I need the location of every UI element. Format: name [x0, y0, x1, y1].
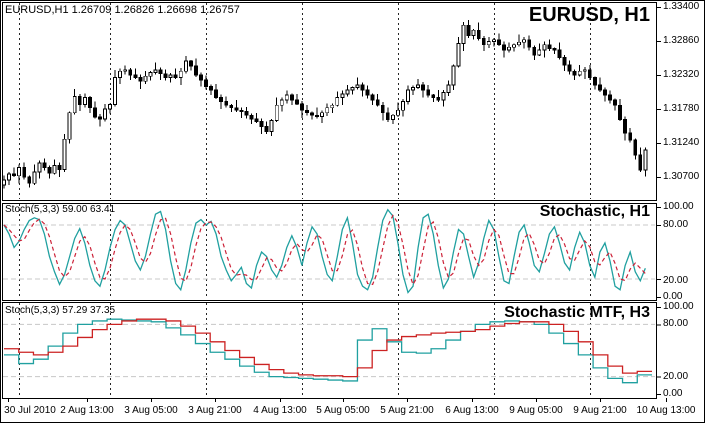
stoch-tick-label: 100.00 — [663, 201, 694, 212]
time-tick-label: 2 Aug 13:00 — [60, 405, 114, 416]
time-tick-label: 6 Aug 13:00 — [445, 405, 499, 416]
time-tick-label: 3 Aug 05:00 — [124, 405, 178, 416]
stoch-tick-label: 80.00 — [663, 219, 689, 230]
stoch-mtf-tick-label: 80.00 — [663, 318, 689, 329]
stoch-tick-label: 0.00 — [663, 291, 683, 302]
watermark-symbol-timeframe: EURUSD, H1 — [528, 4, 650, 26]
price-tick-label: 1.30700 — [663, 171, 700, 182]
ohlc-info-line: EURUSD,H1 1.26709 1.26826 1.26698 1.2675… — [5, 4, 240, 16]
stoch-mtf-tick-label: 100.00 — [663, 301, 694, 312]
time-tick-label: 30 Jul 2010 — [4, 405, 56, 416]
time-tick-label: 4 Aug 13:00 — [253, 405, 307, 416]
indicator-label-stoch-mtf: Stoch(5,3,3) 57.29 37.35 — [5, 305, 116, 316]
price-tick-label: 1.32320 — [663, 69, 700, 80]
indicator-label-stoch-h1: Stoch(5,3,3) 59.00 63.41 — [5, 204, 116, 215]
time-tick-label: 3 Aug 21:00 — [188, 405, 242, 416]
time-tick-label: 5 Aug 21:00 — [380, 405, 434, 416]
price-tick-label: 1.32860 — [663, 35, 700, 46]
watermark-stoch-h1: Stochastic, H1 — [539, 203, 650, 220]
time-tick-label: 9 Aug 21:00 — [573, 405, 627, 416]
stoch-mtf-tick-label: 20.00 — [663, 371, 689, 382]
time-tick-label: 9 Aug 05:00 — [509, 405, 563, 416]
price-tick-label: 1.31240 — [663, 137, 700, 148]
time-tick-label: 10 Aug 13:00 — [636, 405, 696, 416]
stoch-tick-label: 20.00 — [663, 275, 689, 286]
price-tick-label: 1.31780 — [663, 103, 700, 114]
time-tick-label: 5 Aug 05:00 — [316, 405, 370, 416]
stoch-mtf-tick-label: 0.00 — [663, 388, 683, 399]
price-tick-label: 1.33400 — [663, 1, 700, 12]
watermark-stoch-mtf: Stochastic MTF, H3 — [504, 304, 650, 321]
